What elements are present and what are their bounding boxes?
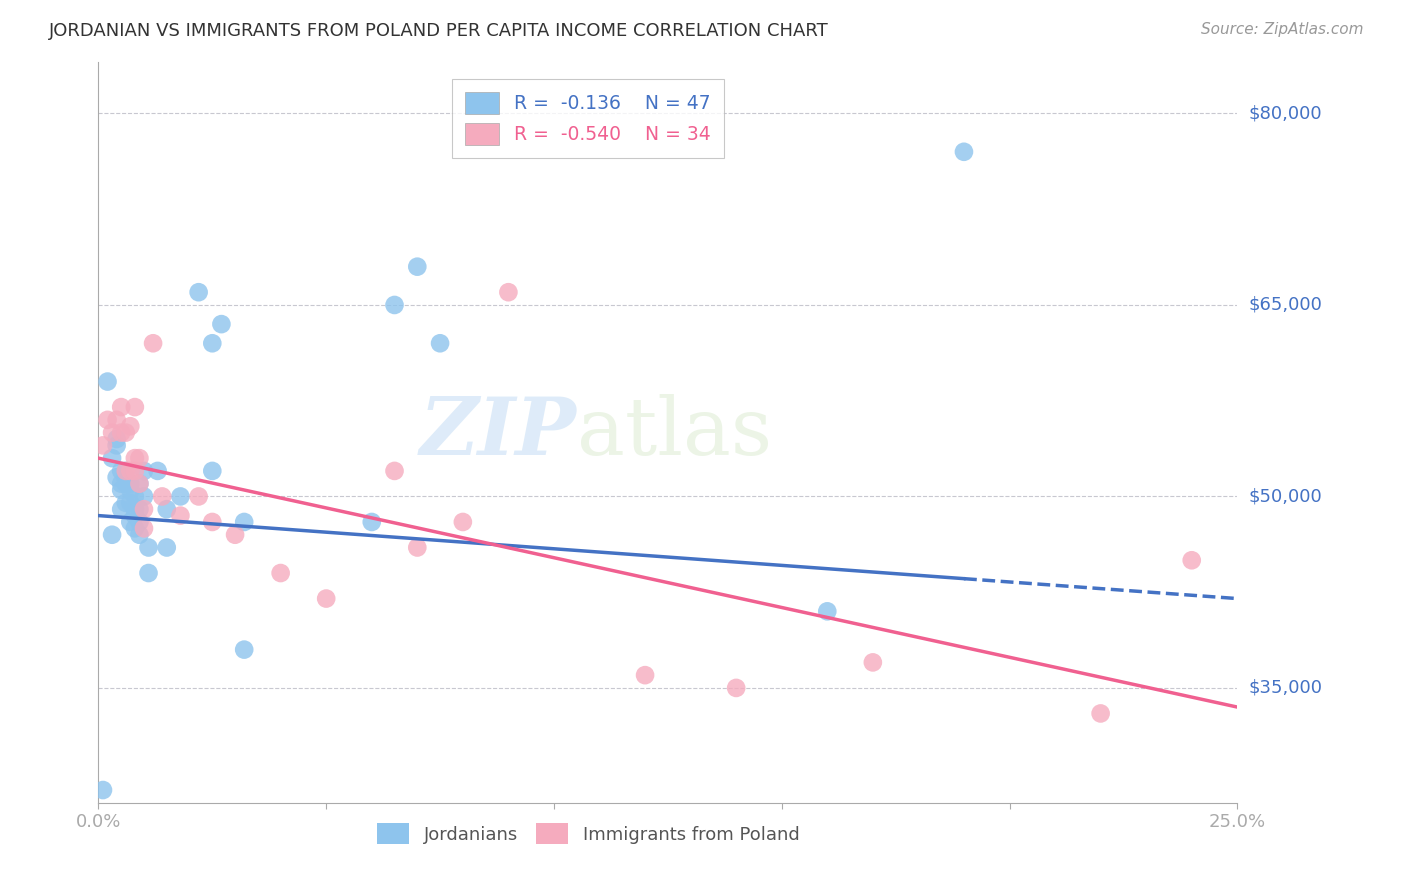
Point <box>114 425 136 440</box>
Point <box>634 668 657 682</box>
Point <box>124 451 146 466</box>
Point <box>110 464 132 478</box>
Point <box>114 476 136 491</box>
Text: $35,000: $35,000 <box>1249 679 1323 697</box>
Point <box>128 451 150 466</box>
Point <box>132 521 155 535</box>
Point <box>120 476 142 491</box>
Point <box>406 541 429 555</box>
Point <box>1090 706 1112 721</box>
Point <box>120 419 142 434</box>
Point <box>224 527 246 541</box>
Point <box>201 515 224 529</box>
Text: atlas: atlas <box>576 393 772 472</box>
Point <box>815 604 838 618</box>
Point <box>429 336 451 351</box>
Point <box>169 490 191 504</box>
Point <box>270 566 292 580</box>
Point <box>105 413 128 427</box>
Point <box>150 490 173 504</box>
Point <box>101 451 124 466</box>
Point <box>169 508 191 523</box>
Point <box>187 490 209 504</box>
Point <box>138 566 160 580</box>
Point <box>91 783 114 797</box>
Legend: Jordanians, Immigrants from Poland: Jordanians, Immigrants from Poland <box>367 814 808 853</box>
Point <box>110 476 132 491</box>
Point <box>128 527 150 541</box>
Point <box>110 400 132 414</box>
Point <box>105 470 128 484</box>
Point <box>120 496 142 510</box>
Text: JORDANIAN VS IMMIGRANTS FROM POLAND PER CAPITA INCOME CORRELATION CHART: JORDANIAN VS IMMIGRANTS FROM POLAND PER … <box>49 22 830 40</box>
Point <box>114 464 136 478</box>
Point <box>91 438 114 452</box>
Point <box>233 642 256 657</box>
Point <box>124 400 146 414</box>
Point <box>105 438 128 452</box>
Point <box>120 483 142 497</box>
Point <box>360 515 382 529</box>
Point <box>156 502 179 516</box>
Point <box>96 375 118 389</box>
Text: Source: ZipAtlas.com: Source: ZipAtlas.com <box>1201 22 1364 37</box>
Point <box>209 317 232 331</box>
Point <box>498 285 520 300</box>
Point <box>124 508 146 523</box>
Point <box>451 515 474 529</box>
Point <box>114 464 136 478</box>
Point <box>315 591 337 606</box>
Point <box>128 515 150 529</box>
Point <box>96 413 118 427</box>
Point <box>146 464 169 478</box>
Point <box>124 490 146 504</box>
Point <box>156 541 179 555</box>
Point <box>132 490 155 504</box>
Point <box>384 464 406 478</box>
Point <box>120 464 142 478</box>
Point <box>132 502 155 516</box>
Point <box>1181 553 1204 567</box>
Point <box>201 464 224 478</box>
Point <box>725 681 748 695</box>
Point <box>132 464 155 478</box>
Point <box>114 470 136 484</box>
Point <box>201 336 224 351</box>
Point <box>138 541 160 555</box>
Point <box>101 425 124 440</box>
Point <box>124 502 146 516</box>
Point <box>187 285 209 300</box>
Text: $65,000: $65,000 <box>1249 296 1322 314</box>
Point <box>233 515 256 529</box>
Point <box>124 521 146 535</box>
Point <box>142 336 165 351</box>
Point <box>124 464 146 478</box>
Point <box>110 483 132 497</box>
Point <box>120 515 142 529</box>
Point <box>862 656 884 670</box>
Point <box>110 425 132 440</box>
Point <box>128 476 150 491</box>
Point <box>110 502 132 516</box>
Point <box>101 527 124 541</box>
Point <box>384 298 406 312</box>
Text: $80,000: $80,000 <box>1249 104 1322 122</box>
Point <box>128 502 150 516</box>
Text: $50,000: $50,000 <box>1249 487 1322 506</box>
Text: ZIP: ZIP <box>420 394 576 471</box>
Point <box>406 260 429 274</box>
Point <box>128 476 150 491</box>
Point <box>953 145 976 159</box>
Point <box>114 496 136 510</box>
Point <box>105 432 128 446</box>
